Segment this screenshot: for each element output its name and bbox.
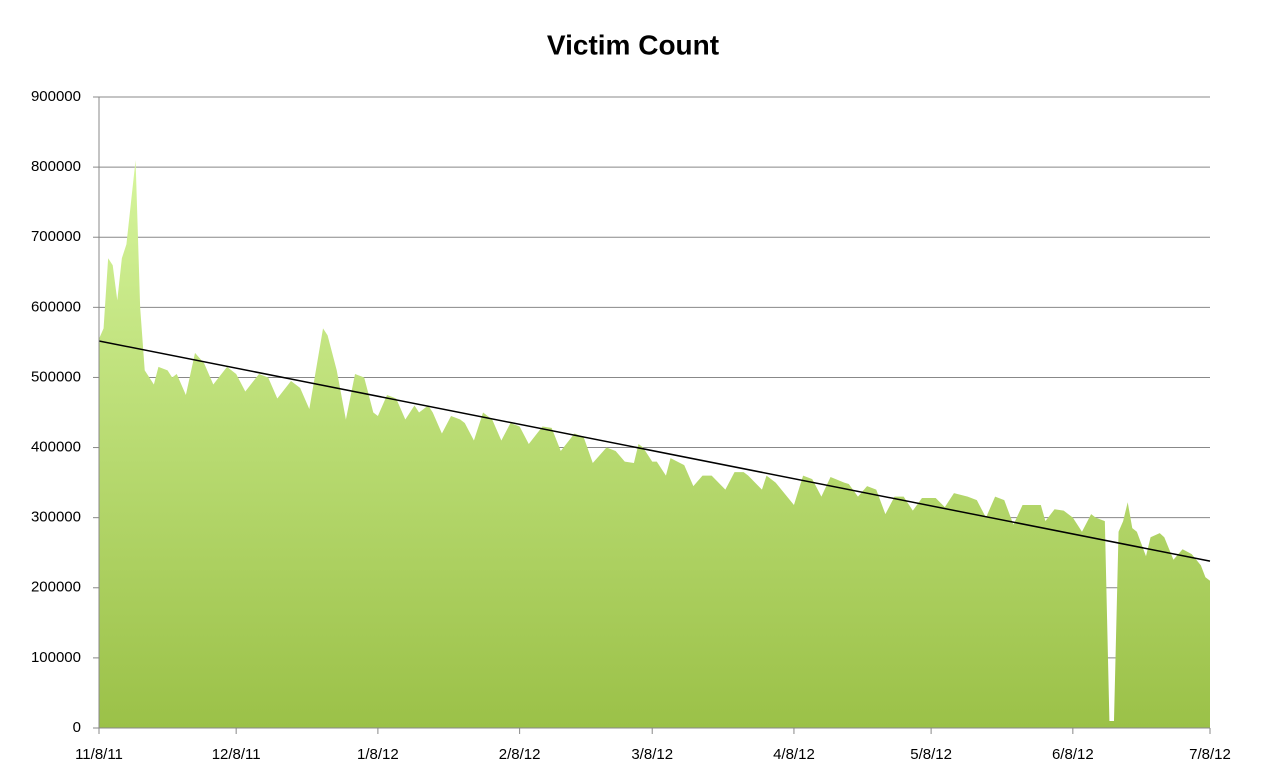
x-tick-label: 4/8/12 bbox=[773, 746, 815, 763]
area bbox=[99, 160, 1210, 729]
y-tick-label: 100000 bbox=[31, 649, 81, 666]
y-tick-label: 600000 bbox=[31, 298, 81, 315]
y-tick-label: 400000 bbox=[31, 439, 81, 456]
y-tick-label: 900000 bbox=[31, 88, 81, 105]
x-tick-label: 7/8/12 bbox=[1189, 746, 1231, 763]
x-tick-label: 3/8/12 bbox=[631, 746, 673, 763]
y-tick-label: 0 bbox=[73, 719, 81, 736]
y-tick-label: 700000 bbox=[31, 228, 81, 245]
y-tick-label: 800000 bbox=[31, 158, 81, 175]
trendline bbox=[98, 340, 1211, 562]
y-tick-label: 500000 bbox=[31, 368, 81, 385]
y-tick-label: 300000 bbox=[31, 509, 81, 526]
y-tick-label: 200000 bbox=[31, 579, 81, 596]
x-tick-label: 5/8/12 bbox=[910, 746, 952, 763]
chart-title: Victim Count bbox=[547, 29, 719, 60]
x-tick-label: 2/8/12 bbox=[499, 746, 541, 763]
x-tick-label: 11/8/11 bbox=[75, 746, 123, 763]
x-tick-label: 6/8/12 bbox=[1052, 746, 1094, 763]
x-tick-label: 12/8/11 bbox=[212, 746, 261, 763]
x-tick-label: 1/8/12 bbox=[357, 746, 399, 763]
